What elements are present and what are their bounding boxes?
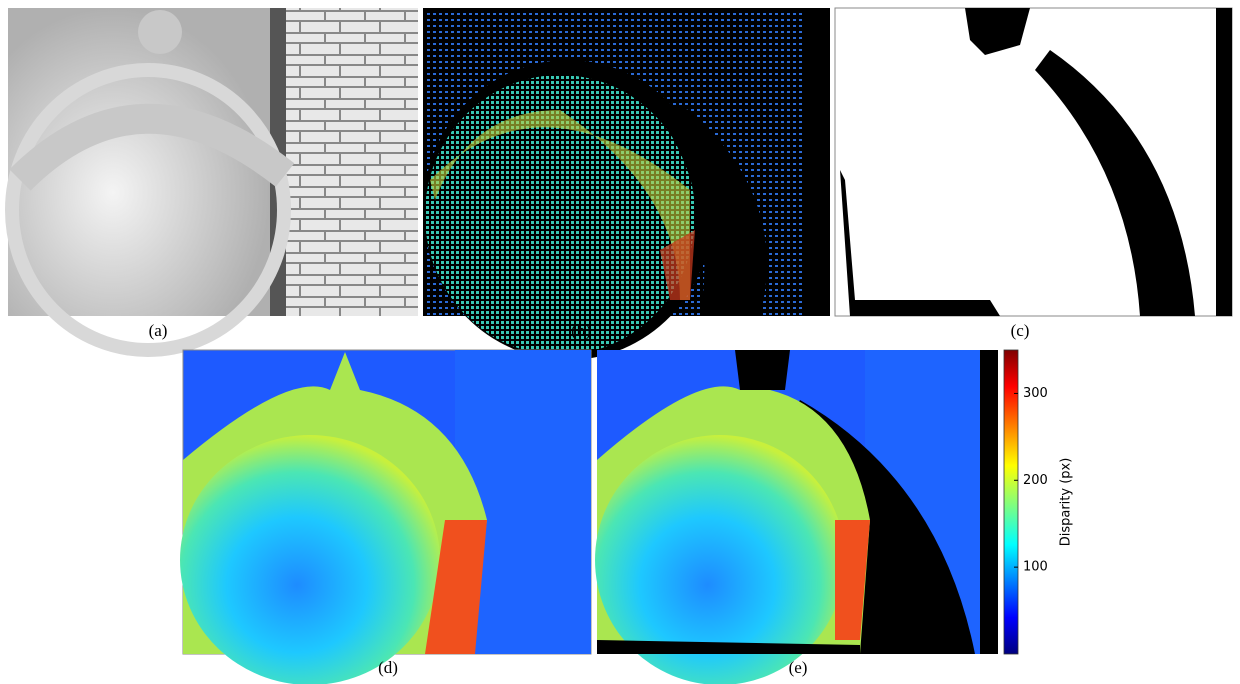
panel-label: (d)	[378, 658, 398, 677]
panel-label: (c)	[1011, 321, 1030, 340]
colorbar	[1004, 350, 1018, 654]
panel-label: (b)	[571, 321, 591, 340]
colorbar-tick-label: 200	[1023, 473, 1048, 488]
dense-disparity-panel	[180, 350, 591, 684]
photo-panel	[8, 8, 418, 350]
panel-label: (a)	[149, 321, 168, 340]
colorbar-label: Disparity (px)	[1059, 458, 1074, 547]
mask-panel	[835, 8, 1232, 316]
panel-label: (e)	[789, 658, 808, 677]
figure: Disparity (px) (a) (b) (c) (d) (e) 100 20…	[0, 0, 1240, 684]
sparse-disparity-panel	[423, 8, 830, 360]
colorbar-tick-label: 300	[1023, 386, 1048, 401]
masked-disparity-panel	[595, 350, 998, 684]
colorbar-tick-label: 100	[1023, 560, 1048, 575]
